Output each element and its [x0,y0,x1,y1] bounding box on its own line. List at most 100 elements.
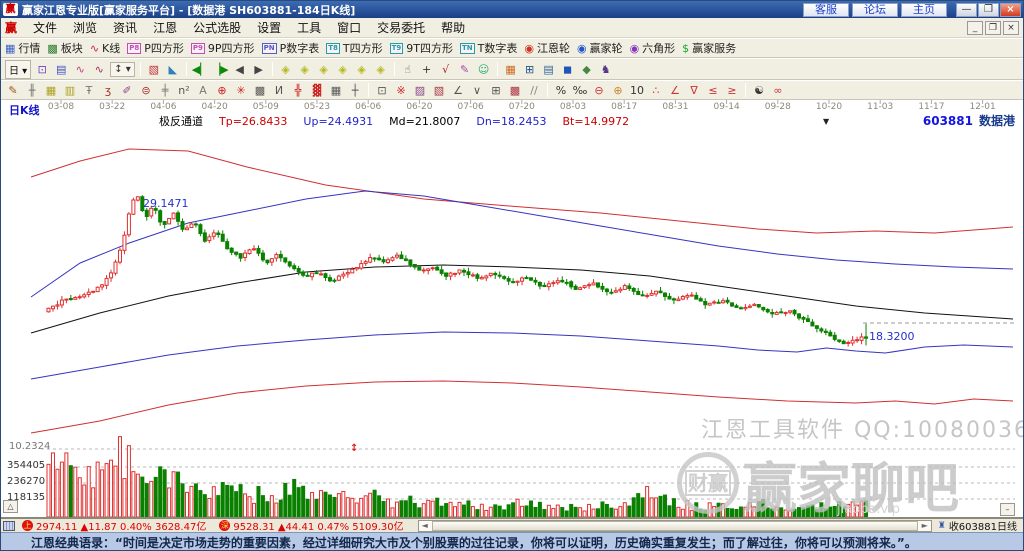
t-square-button[interactable]: T8 T四方形 [326,40,383,56]
draw-target-icon[interactable]: ⊕ [217,83,227,97]
draw-gold-grid-icon[interactable]: ▦ [45,83,57,97]
mdi-close-button[interactable]: × [1003,20,1019,35]
hand-tool-button[interactable]: ☝ [404,62,411,76]
9t-square-button[interactable]: T9 9T四方形 [389,40,453,56]
menu-工具[interactable]: 工具 [297,21,322,35]
draw-grid2-icon[interactable]: ⊞ [491,83,501,97]
draw-gold-circle-icon[interactable]: ⊖ [594,83,604,97]
gann-wheel-button[interactable]: ◉ 江恩轮 [524,40,570,56]
menu-窗口[interactable]: 窗口 [337,21,362,35]
draw-angle3-icon[interactable]: ∠ [670,83,680,97]
forum-button[interactable]: 论坛 [852,2,898,17]
draw-percent-icon[interactable]: % [555,83,567,97]
nav-prev-button[interactable]: ◀ [235,62,244,76]
menu-公式选股[interactable]: 公式选股 [193,21,242,35]
chart-style2-icon[interactable]: ∿ [94,62,104,76]
crosshair-tool-button[interactable]: + [422,62,432,76]
kline-mode-icon[interactable]: ▧ [148,62,159,76]
draw-le-icon[interactable]: ≤ [708,83,718,97]
close-button[interactable]: × [1000,2,1021,17]
winner-service-button[interactable]: $ 赢家服务 [682,40,736,56]
scroll-left-icon[interactable]: ◄ [421,521,428,530]
expand-pane-button[interactable]: △ [3,500,18,513]
draw-check-icon[interactable]: ∨ [472,83,482,97]
mdi-restore-button[interactable]: ❐ [985,20,1001,35]
draw-wave-icon[interactable]: И [274,83,284,97]
menu-浏览[interactable]: 浏览 [73,21,98,35]
draw-box-icon[interactable]: ▦ [330,83,342,97]
nav-last-button[interactable]: ▕▶ [211,62,229,76]
draw-lines-icon[interactable]: // [530,83,538,97]
period-select[interactable]: 日 ▾ [5,59,32,79]
export-button[interactable]: ◆ [582,62,591,76]
calculator-button[interactable]: ⊞ [525,62,535,76]
draw-angle-icon[interactable]: ✐ [122,83,132,97]
p-table-button[interactable]: PN P数字表 [261,40,319,56]
homepage-button[interactable]: 主页 [901,2,947,17]
taiji-icon[interactable]: ☯ [754,83,764,97]
draw-cycle-icon[interactable]: ⊜ [141,83,151,97]
hexagon-button[interactable]: ◉ 六角形 [630,40,676,56]
p-square-button[interactable]: P8 P四方形 [127,40,184,56]
draw-star-icon[interactable]: ✳ [236,83,246,97]
t-table-button[interactable]: TN T数字表 [459,40,517,56]
menu-设置[interactable]: 设置 [257,21,282,35]
draw-fan-icon[interactable]: Ŧ [85,83,93,97]
user-button[interactable]: ♞ [600,62,611,76]
nav-first-button[interactable]: ◀▏ [191,62,209,76]
zoom-right-button[interactable]: ◈ [300,62,309,76]
zoom-h-button[interactable]: ◈ [319,62,328,76]
chart-style-icon[interactable]: ∿ [75,62,85,76]
panel-layout-icon[interactable]: ▤ [56,62,67,76]
menu-交易委托[interactable]: 交易委托 [377,21,426,35]
zoom-left-button[interactable]: ◈ [281,62,290,76]
customer-service-button[interactable]: 客服 [803,2,849,17]
chart-scrollbar[interactable]: ◄ ► [417,519,932,532]
quotes-button[interactable]: ▦ 行情 [5,40,40,56]
minimize-pane-button[interactable]: – [1000,503,1015,516]
draw-angle2-icon[interactable]: ∠ [453,83,463,97]
scroll-right-icon[interactable]: ► [921,521,928,530]
9p-square-button[interactable]: P9 9P四方形 [190,40,255,56]
draw-rays-icon[interactable]: ※ [396,83,406,97]
restore-button[interactable]: ❐ [978,2,999,17]
draw-nabla-icon[interactable]: ∇ [690,83,698,97]
calendar-icon[interactable] [3,520,15,531]
draw-gold-grid2-icon[interactable]: ▥ [64,83,76,97]
chart-area[interactable]: 日K线 03-08 03-22 04-06 04-20 05-09 05-23 06-06 0… [1,100,1023,518]
draw-therefore-icon[interactable]: ∴ [652,83,660,97]
calendar-button[interactable]: ▦ [505,62,516,76]
menu-帮助[interactable]: 帮助 [441,21,466,35]
winner-wheel-button[interactable]: ◉ 赢家轮 [577,40,623,56]
scale-select[interactable]: ↕ ▾ [110,61,135,77]
flag-tool-icon[interactable]: ◣ [168,62,178,76]
draw-hatch-icon[interactable]: ╫ [28,83,36,97]
menu-资讯[interactable]: 资讯 [113,21,138,35]
draw-pen-icon[interactable]: ✎ [8,83,18,97]
face-tool-button[interactable]: ☺ [477,62,490,76]
kline-button[interactable]: ∿ K线 [90,40,120,56]
draw-pattern2-icon[interactable]: ▧ [433,83,445,97]
measure-tool-button[interactable]: √ [442,62,450,76]
menu-文件[interactable]: 文件 [33,21,58,35]
scrollbar-thumb[interactable] [431,520,918,531]
save-button[interactable]: ◼ [563,62,573,76]
draw-n2-icon[interactable]: n² [178,83,190,97]
draw-pattern1-icon[interactable]: ▨ [414,83,426,97]
draw-ge-icon[interactable]: ≥ [727,83,737,97]
zoom-v-button[interactable]: ◈ [357,62,366,76]
pen-tool-button[interactable]: ✎ [460,62,470,76]
nav-next-button[interactable]: ▶ [254,62,263,76]
draw-rect-icon[interactable]: ⊡ [377,83,387,97]
zoom-full-button[interactable]: ◈ [376,62,385,76]
draw-cross-icon[interactable]: ┼ [351,83,359,97]
sectors-button[interactable]: ▩ 板块 [47,40,82,56]
menu-江恩[interactable]: 江恩 [153,21,178,35]
draw-shade-icon[interactable]: ▓ [312,83,322,97]
notepad-button[interactable]: ▤ [543,62,554,76]
draw-ruler-icon[interactable]: ╪ [161,83,169,97]
draw-gold-target-icon[interactable]: ⊕ [613,83,623,97]
minimize-button[interactable]: — [956,2,977,17]
candlestick-chart[interactable] [1,100,1023,518]
draw-a-icon[interactable]: A [199,83,207,97]
